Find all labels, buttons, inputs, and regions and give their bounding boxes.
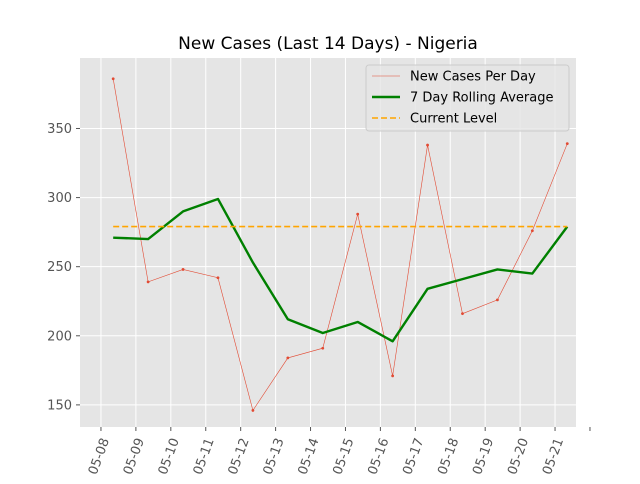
series-point-new-cases	[321, 346, 325, 350]
x-tick-label: 05-17	[400, 436, 427, 477]
x-tick-label: 05-21	[540, 436, 567, 477]
series-point-new-cases	[496, 298, 499, 302]
x-tick-label: 05-10	[156, 436, 183, 477]
x-tick-label: 05-12	[226, 436, 253, 477]
series-line-rolling-average	[113, 197, 569, 343]
series-line-new-cases	[112, 78, 568, 412]
series-point-new-cases	[146, 280, 150, 284]
series-point-new-cases	[286, 356, 290, 360]
y-tick-label: 200	[47, 329, 72, 344]
chart-title: New Cases (Last 14 Days) - Nigeria	[178, 34, 478, 54]
legend-label-rolling-average: 7 Day Rolling Average	[410, 91, 553, 106]
legend: New Cases Per Day 7 Day Rolling Average …	[365, 64, 570, 132]
x-tick-label: 05-19	[470, 436, 497, 477]
x-tick-label: 05-13	[261, 436, 288, 477]
x-tick-label: 05-15	[330, 436, 357, 477]
series-point-new-cases	[426, 143, 429, 147]
x-tick-label: 05-11	[191, 436, 218, 477]
legend-label-new-cases: New Cases Per Day	[410, 70, 536, 85]
x-tick-label: 05-08	[86, 436, 113, 477]
x-tick-label: 05-20	[505, 436, 532, 477]
y-tick-label: 250	[47, 260, 72, 275]
series-layer	[111, 77, 569, 412]
x-tick-label: 05-14	[296, 436, 323, 477]
legend-box	[365, 64, 570, 132]
y-tick-label: 300	[47, 191, 72, 206]
y-tick-label: 150	[47, 398, 72, 413]
x-tick-label: 05-09	[121, 436, 148, 477]
series-point-new-cases	[461, 312, 464, 316]
series-point-new-cases	[356, 212, 360, 216]
series-point-new-cases	[391, 374, 395, 378]
series-point-new-cases	[530, 229, 534, 233]
x-tick-label: 05-18	[435, 436, 462, 477]
series-point-new-cases	[251, 409, 255, 412]
series-point-new-cases	[216, 276, 220, 280]
series-point-new-cases	[181, 268, 185, 271]
legend-label-current-level: Current Level	[410, 112, 497, 127]
x-tick-label: 05-16	[365, 436, 392, 477]
series-point-new-cases	[565, 142, 569, 146]
series-point-new-cases	[111, 77, 115, 81]
y-tick-label: 350	[47, 122, 72, 137]
